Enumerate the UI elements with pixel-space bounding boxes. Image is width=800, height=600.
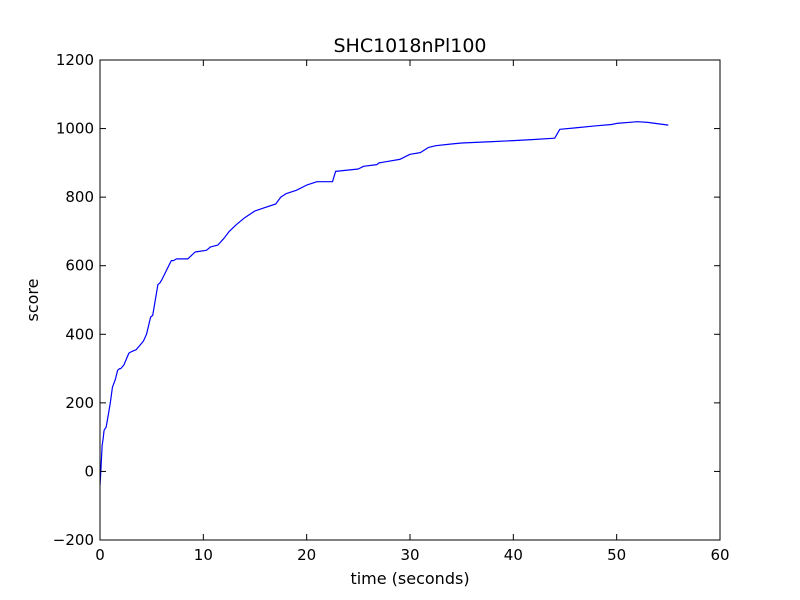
x-tick-label: 50 [607, 546, 626, 564]
x-tick-label: 60 [710, 546, 729, 564]
y-tick-label: 800 [65, 188, 94, 206]
y-tick-label: 200 [65, 394, 94, 412]
y-tick-label: 1200 [56, 51, 94, 69]
y-tick-label: 600 [65, 257, 94, 275]
x-tick-label: 0 [95, 546, 105, 564]
y-axis-label: score [23, 279, 42, 322]
x-tick-label: 40 [504, 546, 523, 564]
y-tick-label: 1000 [56, 120, 94, 138]
x-axis-label: time (seconds) [350, 569, 469, 588]
x-tick-label: 30 [400, 546, 419, 564]
series-line-0 [99, 121, 669, 486]
x-tick-label: 10 [194, 546, 213, 564]
x-tick-label: 20 [297, 546, 316, 564]
y-tick-label: 0 [84, 462, 94, 480]
chart-title: SHC1018nPl100 [333, 35, 486, 57]
y-tick-label: 400 [65, 325, 94, 343]
y-tick-label: −200 [53, 531, 94, 549]
